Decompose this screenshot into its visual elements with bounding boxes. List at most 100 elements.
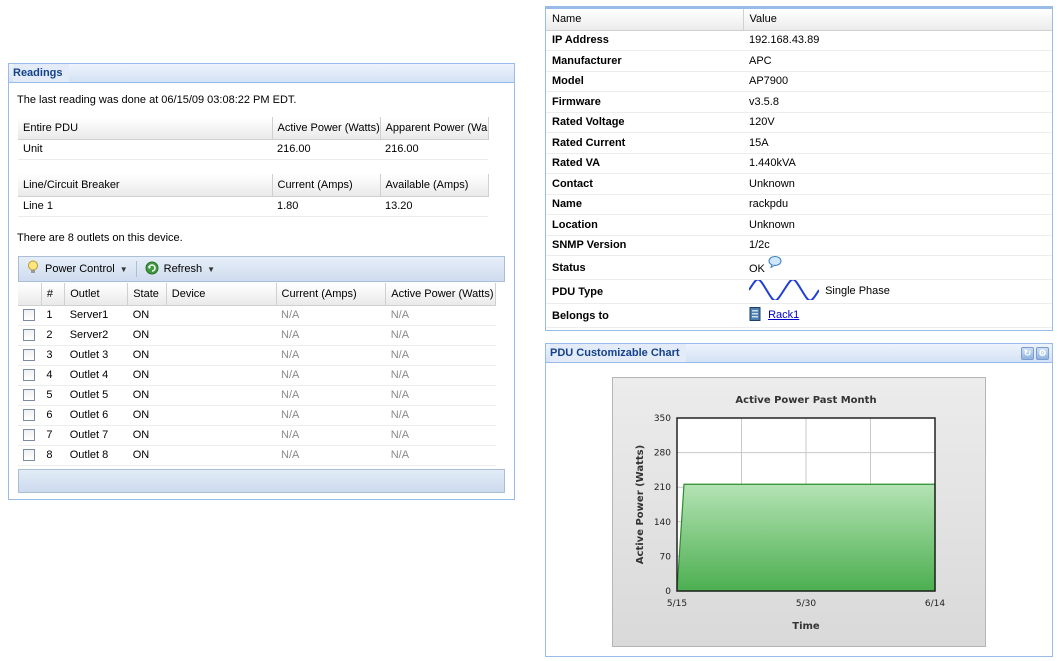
status-label: Status xyxy=(546,255,743,280)
belongs-to-label: Belongs to xyxy=(546,303,743,328)
outlet-number: 5 xyxy=(41,385,65,406)
outlet-device xyxy=(166,405,277,426)
property-value: Unknown xyxy=(743,214,1052,236)
outlet-current: N/A xyxy=(276,325,386,346)
outlet-checkbox[interactable] xyxy=(23,329,35,342)
col-available[interactable]: Available (Amps) xyxy=(380,174,489,197)
outlet-checkbox[interactable] xyxy=(23,349,35,362)
property-name: SNMP Version xyxy=(546,235,743,256)
table-row: 5 Outlet 5 ON N/A N/A xyxy=(18,385,496,406)
col-active-power[interactable]: Active Power (Watts) xyxy=(272,117,381,140)
outlet-checkbox-cell xyxy=(18,345,42,366)
belongs-to-cell: Rack1 xyxy=(743,303,1052,328)
chart-area: Active Power Past Month 0 70 140 210 280 350 5/… xyxy=(612,377,986,647)
power-control-button[interactable]: Power Control ▼ xyxy=(23,260,132,278)
outlet-name: Outlet 4 xyxy=(64,365,128,386)
x-axis-label: Time xyxy=(792,621,820,632)
outlet-checkbox[interactable] xyxy=(23,309,35,322)
col-apparent-power[interactable]: Apparent Power (Wa xyxy=(380,117,489,140)
table-row: 8 Outlet 8 ON N/A N/A xyxy=(18,445,496,466)
table-row: Rated VA 1.440kVA xyxy=(546,153,1052,174)
outlet-checkbox[interactable] xyxy=(23,449,35,462)
outlet-state: ON xyxy=(127,365,167,386)
col-outlet-active-power[interactable]: Active Power (Watts) xyxy=(385,283,496,306)
col-current[interactable]: Current (Amps) xyxy=(272,174,381,197)
outlet-count-text: There are 8 outlets on this device. xyxy=(17,232,183,244)
status-value: OK xyxy=(749,263,765,275)
outlet-number: 4 xyxy=(41,365,65,386)
line-name: Line 1 xyxy=(18,196,272,217)
properties-table: Name Value IP Address 192.168.43.89 Manufa… xyxy=(546,9,1052,328)
property-value: APC xyxy=(743,50,1052,72)
col-device[interactable]: Device xyxy=(166,283,277,306)
col-number[interactable]: # xyxy=(41,283,66,306)
rack-link[interactable]: Rack1 xyxy=(768,309,800,322)
outlet-name: Outlet 5 xyxy=(64,385,128,406)
outlet-number: 3 xyxy=(41,345,65,366)
col-state[interactable]: State xyxy=(127,283,167,306)
gear-icon[interactable]: ⚙ xyxy=(1036,347,1049,360)
col-value[interactable]: Value xyxy=(743,9,1052,31)
outlet-checkbox[interactable] xyxy=(23,369,35,382)
table-row: IP Address 192.168.43.89 xyxy=(546,30,1052,51)
outlet-checkbox-cell xyxy=(18,425,42,446)
table-row: 7 Outlet 7 ON N/A N/A xyxy=(18,425,496,446)
chevron-down-icon: ▼ xyxy=(119,264,128,274)
outlet-name: Outlet 7 xyxy=(64,425,128,446)
col-entire-pdu[interactable]: Entire PDU xyxy=(18,117,273,140)
table-row: 6 Outlet 6 ON N/A N/A xyxy=(18,405,496,426)
property-name: Rated VA xyxy=(546,153,743,174)
line-available: 13.20 xyxy=(380,196,488,217)
speech-bubble-icon[interactable] xyxy=(768,256,782,271)
y-tick-label: 70 xyxy=(660,552,672,562)
outlet-state: ON xyxy=(127,325,167,346)
col-select[interactable] xyxy=(18,283,42,306)
outlet-device xyxy=(166,345,277,366)
outlet-active-power: N/A xyxy=(385,365,496,386)
outlet-checkbox-cell xyxy=(18,365,42,386)
col-outlet-current[interactable]: Current (Amps) xyxy=(276,283,387,306)
table-row: Manufacturer APC xyxy=(546,50,1052,72)
outlet-number: 7 xyxy=(41,425,65,446)
table-row: Rated Current 15A xyxy=(546,132,1052,154)
outlet-current: N/A xyxy=(276,405,386,426)
outlet-state: ON xyxy=(127,345,167,366)
last-reading-text: The last reading was done at 06/15/09 03… xyxy=(17,94,297,106)
table-row: Belongs to Rack1 xyxy=(546,303,1052,328)
outlet-name: Outlet 3 xyxy=(64,345,128,366)
outlet-checkbox[interactable] xyxy=(23,389,35,402)
property-name: Firmware xyxy=(546,91,743,113)
pdu-type-value: Single Phase xyxy=(825,285,890,298)
outlet-checkbox[interactable] xyxy=(23,409,35,422)
outlet-checkbox-cell xyxy=(18,405,42,426)
refresh-button[interactable]: Refresh ▼ xyxy=(141,261,219,278)
chart-panel-header: PDU Customizable Chart ↻ ⚙ xyxy=(546,344,1052,363)
property-value: 192.168.43.89 xyxy=(743,30,1052,51)
outlet-number: 8 xyxy=(41,445,65,466)
outlet-current: N/A xyxy=(276,425,386,446)
outlet-active-power: N/A xyxy=(385,305,496,326)
plot-frame xyxy=(676,417,936,592)
status-cell: OK xyxy=(743,255,1052,280)
table-row: Location Unknown xyxy=(546,214,1052,236)
col-line-breaker[interactable]: Line/Circuit Breaker xyxy=(18,174,273,197)
property-name: Location xyxy=(546,214,743,236)
table-row: Status OK xyxy=(546,255,1052,280)
outlet-state: ON xyxy=(127,425,167,446)
property-name: IP Address xyxy=(546,30,743,51)
table-row: 3 Outlet 3 ON N/A N/A xyxy=(18,345,496,366)
outlet-current: N/A xyxy=(276,365,386,386)
property-value: 120V xyxy=(743,112,1052,133)
outlet-checkbox-cell xyxy=(18,325,42,346)
col-name[interactable]: Name xyxy=(546,9,744,31)
outlet-number: 1 xyxy=(41,305,65,326)
outlet-device xyxy=(166,325,277,346)
unit-label: Unit xyxy=(18,139,272,160)
property-value: rackpdu xyxy=(743,194,1052,215)
table-row: 1 Server1 ON N/A N/A xyxy=(18,305,496,326)
y-tick-label: 210 xyxy=(654,483,671,493)
outlet-number: 6 xyxy=(41,405,65,426)
refresh-chart-icon[interactable]: ↻ xyxy=(1021,347,1034,360)
col-outlet[interactable]: Outlet xyxy=(64,283,129,306)
outlet-checkbox[interactable] xyxy=(23,429,35,442)
